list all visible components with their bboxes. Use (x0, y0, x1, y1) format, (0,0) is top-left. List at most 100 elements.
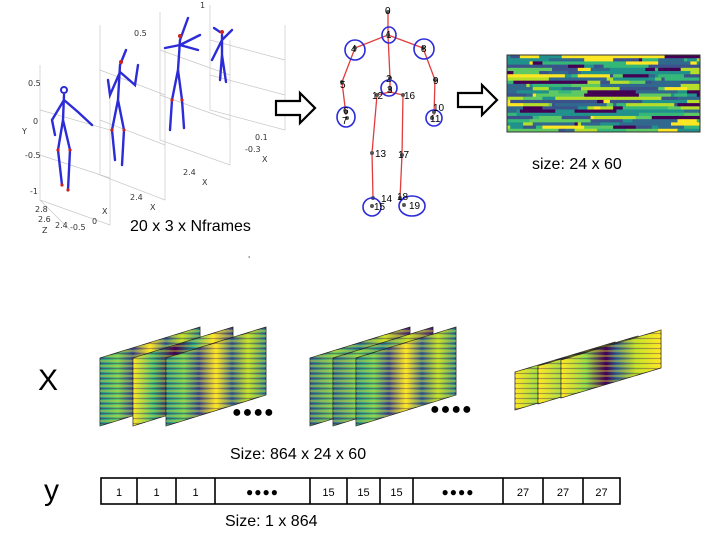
heatmap-cell (638, 125, 643, 130)
heatmap-cell (574, 128, 579, 133)
heatmap-cell (552, 74, 556, 78)
heatmap-cell (552, 125, 556, 130)
heatmap-cell (696, 90, 701, 94)
heatmap-cell (693, 71, 698, 75)
heatmap-cell (687, 80, 691, 85)
label-cell-9: 27 (557, 487, 569, 499)
heatmap-cell (658, 103, 662, 107)
heatmap-cell (600, 128, 604, 133)
heatmap-cell (603, 77, 608, 82)
heatmap-cell (622, 93, 627, 98)
heatmap-cell (545, 109, 550, 114)
joint-circle-left-shoulder (344, 39, 366, 61)
heatmap-cell (590, 90, 595, 94)
heatmap-cell (613, 128, 617, 133)
heatmap-cell (654, 67, 659, 72)
heatmap-cell (590, 96, 595, 101)
heatmap-cell (539, 122, 543, 126)
heatmap-cell (671, 67, 675, 72)
heatmap-cell (671, 93, 675, 98)
heatmap-cell (616, 93, 620, 98)
heatmap-cell (622, 122, 627, 126)
heatmap-cell (622, 125, 627, 130)
heatmap-cell (523, 125, 527, 130)
heatmap-cell (626, 55, 630, 59)
heatmap-cell (548, 87, 553, 91)
heatmap-cell (600, 74, 604, 78)
heatmap-cell (616, 80, 620, 85)
heatmap-cell (574, 71, 579, 75)
heatmap-cell (507, 128, 511, 133)
heatmap-cell (558, 77, 563, 82)
heatmap-cell (677, 112, 682, 117)
z-tick-2-8: 2.8 (35, 205, 48, 214)
heatmap-cell (507, 71, 511, 75)
heatmap-cell (680, 112, 685, 117)
heatmap-cell (677, 83, 682, 88)
heatmap-cell (539, 119, 543, 123)
heatmap-cell (523, 87, 527, 91)
heatmap-cell (568, 61, 572, 66)
heatmap-cell (674, 122, 678, 126)
heatmap-cell (584, 112, 588, 117)
heatmap-cell (539, 87, 543, 91)
heatmap-cell (584, 77, 588, 82)
heatmap-cell (635, 106, 640, 110)
heatmap-cell (516, 71, 521, 75)
heatmap-cell (561, 64, 566, 69)
heatmap-cell (674, 61, 678, 66)
heatmap-cell (584, 71, 588, 75)
heatmap-cell (545, 93, 550, 98)
heatmap-cell (638, 112, 643, 117)
heatmap-cell (580, 90, 585, 94)
heatmap-cell (564, 125, 569, 130)
heatmap-cell (552, 87, 556, 91)
heatmap-cell (690, 103, 694, 107)
heatmap-cell (568, 67, 572, 72)
heatmap-cell (548, 119, 553, 123)
heatmap-cell (645, 112, 649, 117)
heatmap-cell (619, 64, 624, 69)
heatmap-cell (564, 115, 569, 120)
heatmap-cell (648, 106, 653, 110)
heatmap-cell (564, 103, 569, 107)
heatmap-cell (667, 112, 672, 117)
heatmap-cell (545, 58, 550, 62)
heatmap-cell (622, 99, 627, 104)
heatmap-cell (548, 103, 553, 107)
heatmap-cell (638, 87, 643, 91)
heatmap-cell (632, 87, 637, 91)
heatmap-cell (632, 77, 637, 82)
heatmap-cell (664, 103, 669, 107)
heatmap-cell (629, 125, 633, 130)
heatmap-cell (632, 103, 637, 107)
heatmap-cell (629, 90, 633, 94)
heatmap-cell (696, 125, 701, 130)
heatmap-cell (516, 67, 521, 72)
heatmap-cell (593, 99, 598, 104)
heatmap-cell (638, 55, 643, 59)
heatmap-cell (674, 109, 678, 114)
heatmap-cell (548, 64, 553, 69)
heatmap-cell (552, 99, 556, 104)
heatmap-cell (571, 99, 575, 104)
heatmap-cell (696, 119, 701, 123)
heatmap-cell (571, 80, 575, 85)
heatmap-cell (619, 93, 624, 98)
heatmap-cell (555, 93, 559, 98)
heatmap-cell (693, 55, 698, 59)
heatmap-cell (577, 55, 582, 59)
heatmap-cell (622, 103, 627, 107)
heatmap-cell (609, 109, 614, 114)
heatmap-cell (622, 87, 627, 91)
heatmap-cell (696, 115, 701, 120)
heatmap-cell (683, 103, 688, 107)
heatmap-cell (658, 74, 662, 78)
heatmap-cell (555, 122, 559, 126)
heatmap-cell (516, 64, 521, 69)
heatmap-cell (664, 115, 669, 120)
heatmap-cell (519, 64, 524, 69)
heatmap-cell (526, 74, 530, 78)
heatmap-cell (622, 119, 627, 123)
heatmap-cell (552, 112, 556, 117)
